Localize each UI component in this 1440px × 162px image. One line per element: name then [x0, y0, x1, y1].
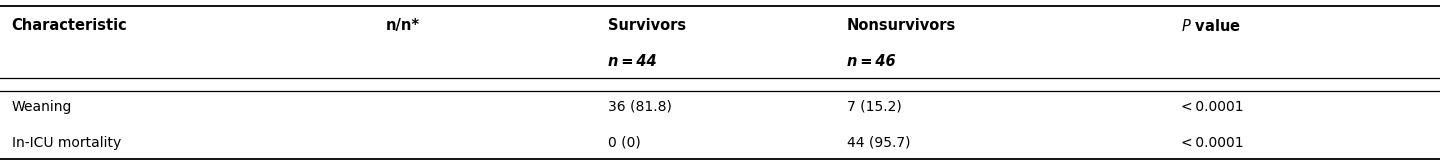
Text: n = 46: n = 46 [847, 54, 896, 69]
Text: n/n*: n/n* [386, 18, 420, 33]
Text: < 0.0001: < 0.0001 [1181, 100, 1243, 114]
Text: 36 (81.8): 36 (81.8) [608, 100, 671, 114]
Text: Nonsurvivors: Nonsurvivors [847, 18, 956, 33]
Text: Weaning: Weaning [12, 100, 72, 114]
Text: In-ICU mortality: In-ICU mortality [12, 136, 121, 150]
Text: n = 44: n = 44 [608, 54, 657, 69]
Text: 0 (0): 0 (0) [608, 136, 641, 150]
Text: 44 (95.7): 44 (95.7) [847, 136, 910, 150]
Text: < 0.0001: < 0.0001 [1181, 136, 1243, 150]
Text: $\it{P}$ value: $\it{P}$ value [1181, 18, 1241, 34]
Text: Survivors: Survivors [608, 18, 685, 33]
Text: Characteristic: Characteristic [12, 18, 127, 33]
Text: 7 (15.2): 7 (15.2) [847, 100, 901, 114]
